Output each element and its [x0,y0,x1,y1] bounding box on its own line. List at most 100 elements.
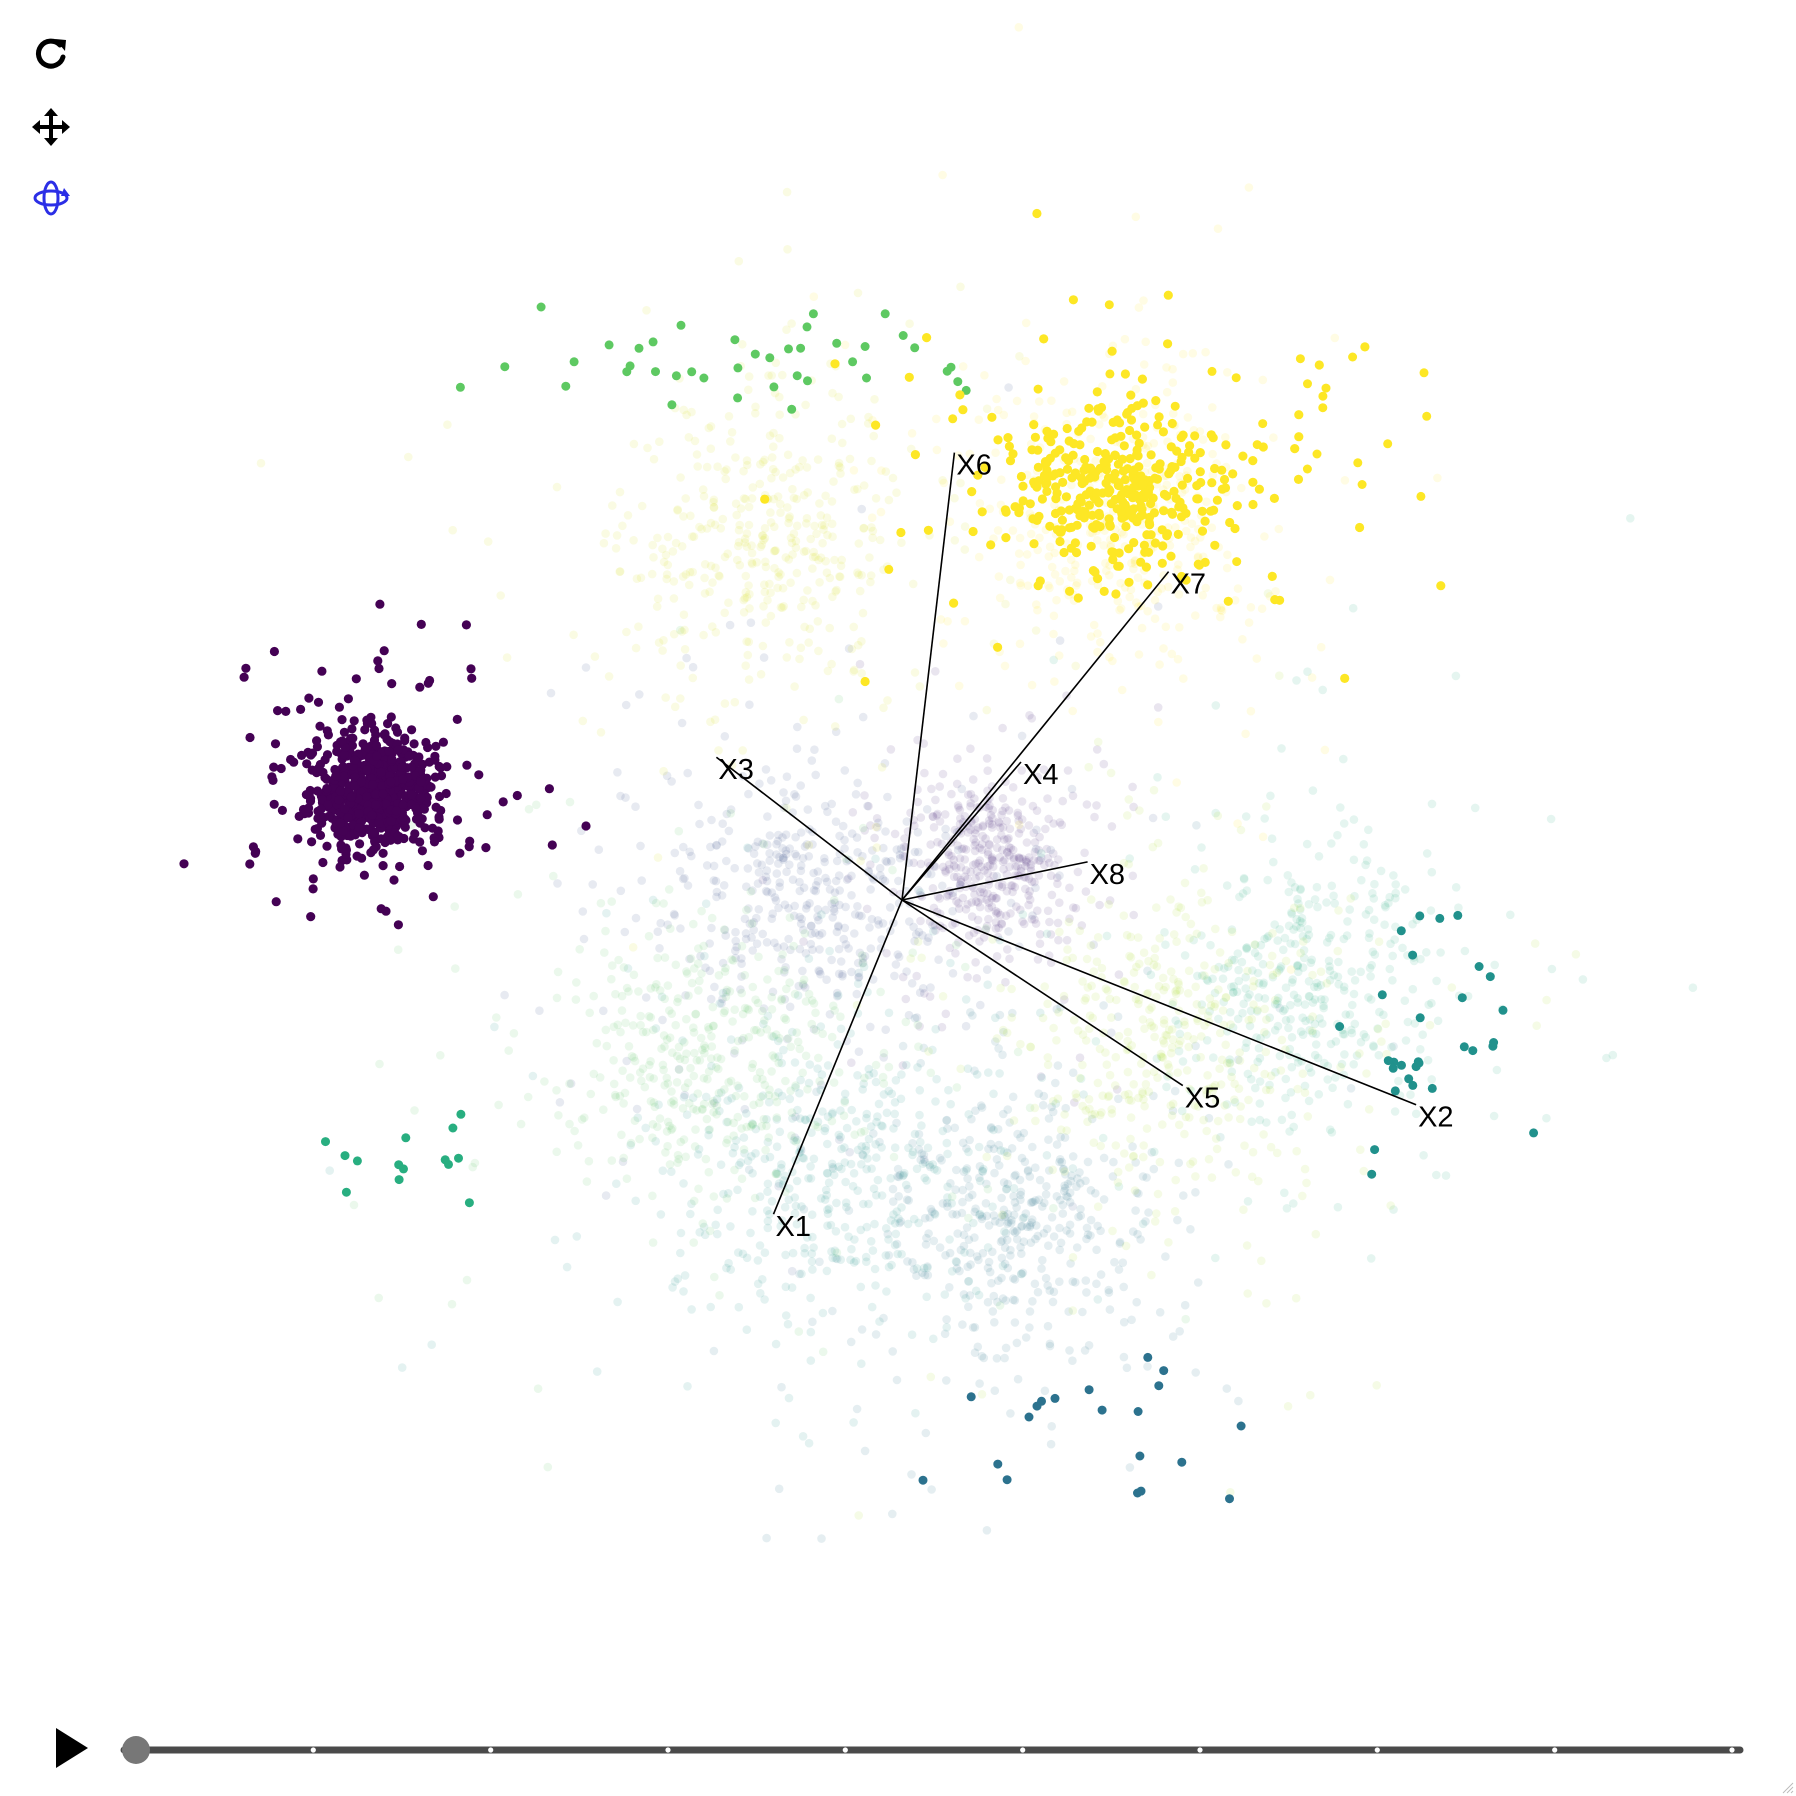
data-point [956,1064,965,1074]
data-point [1111,1141,1121,1150]
data-point [991,924,1001,933]
data-point [779,853,788,863]
data-point [1190,453,1200,463]
data-point [1347,967,1356,976]
data-point [951,863,961,872]
data-point [947,1199,956,1208]
data-point [815,930,824,940]
data-point [790,1209,800,1218]
data-point [1260,1004,1269,1014]
data-point [1017,731,1027,741]
data-point [977,862,986,871]
data-point [1236,1421,1246,1431]
data-point [896,1217,906,1226]
data-point [1427,1075,1436,1084]
data-point [1132,430,1142,440]
data-point [857,504,866,514]
data-point [968,1323,978,1332]
data-point [773,492,783,501]
data-point [856,1225,866,1235]
data-point [772,850,781,859]
data-point [953,801,963,810]
data-point [452,714,462,725]
data-point [741,934,751,944]
data-point [1299,937,1308,946]
data-point [710,982,719,992]
data-point [1104,900,1113,909]
data-point [1235,1048,1244,1057]
data-point [787,1283,797,1292]
data-point [799,595,808,605]
data-point [926,840,935,849]
data-point [866,571,876,580]
data-point [1107,822,1117,831]
data-point [902,817,912,826]
data-point [1243,1197,1253,1206]
data-point [1248,456,1258,466]
data-point [686,1209,695,1219]
data-point [828,1108,837,1117]
data-point [916,1155,925,1165]
data-point [774,903,783,913]
data-point [945,1248,955,1258]
data-point [684,991,693,1000]
data-point [1146,450,1156,460]
data-point [375,599,385,609]
data-point [562,1262,572,1272]
data-point [1027,714,1037,723]
data-point [809,999,819,1008]
data-point [1073,593,1083,603]
data-point [860,791,869,800]
data-point [1193,1278,1203,1287]
data-point [963,1262,972,1272]
data-point [1325,933,1334,943]
data-point [938,170,947,180]
data-point [737,1035,747,1045]
data-point [483,537,493,546]
data-point [1154,1381,1164,1391]
data-point [898,851,908,861]
data-point [1150,595,1160,605]
data-point [827,955,836,965]
data-point [1113,1012,1123,1021]
data-point [712,1101,722,1111]
data-point [750,1193,760,1203]
data-point [1009,1116,1019,1125]
data-point [462,760,472,770]
data-point [1143,1362,1152,1371]
data-point [665,1006,674,1015]
data-point [411,814,422,824]
data-point [997,475,1006,485]
data-point [1023,1222,1032,1232]
data-point [708,578,717,587]
data-point [683,768,692,778]
data-point [1063,945,1072,954]
data-point [1005,1118,1014,1127]
data-point [793,722,802,732]
data-point [1099,759,1109,769]
data-point [1059,547,1069,558]
data-point [918,1159,928,1168]
data-point [790,790,799,799]
data-point [862,373,871,383]
data-point [935,1243,945,1252]
data-point [868,533,877,543]
data-point [1227,982,1236,992]
data-point [1120,369,1130,379]
data-point [760,455,769,465]
data-point [775,852,784,862]
data-point [1021,1209,1031,1218]
data-point [1307,955,1317,965]
data-point [1025,887,1034,896]
data-point [814,966,823,975]
data-point [1071,1278,1080,1287]
data-point [775,882,784,892]
data-point [910,936,919,946]
data-point [552,1147,561,1157]
data-point [649,553,658,562]
data-point [1208,449,1217,459]
data-point [1087,981,1096,991]
data-point [1162,1082,1171,1092]
data-point [978,1167,988,1176]
